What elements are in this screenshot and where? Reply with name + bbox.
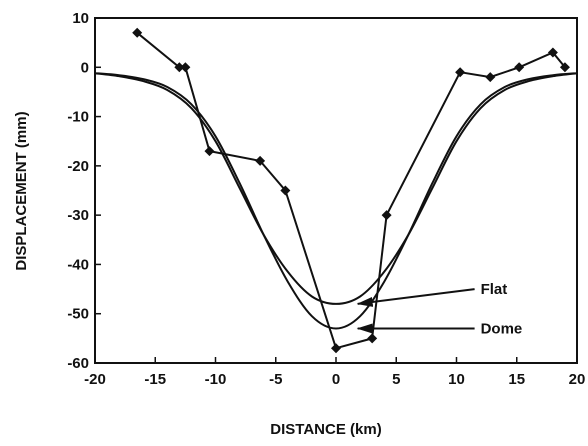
data-point [367, 333, 378, 344]
x-tick-label: 10 [448, 371, 465, 388]
data-point [180, 62, 191, 73]
x-tick-label: 5 [392, 371, 400, 388]
y-tick-label: -40 [67, 256, 89, 273]
data-point [485, 72, 496, 83]
y-tick-label: -20 [67, 158, 89, 175]
y-tick-label: -30 [67, 207, 89, 224]
annotation-arrow [356, 288, 475, 307]
y-tick-label: -60 [67, 355, 89, 372]
annotation-label: Dome [481, 321, 523, 338]
y-tick-label: 10 [72, 10, 89, 27]
data-point [381, 210, 392, 221]
annotation-layer: Flat Dome [356, 281, 523, 338]
y-axis-title: DISPLACEMENT (mm) [13, 111, 30, 270]
data-point [331, 343, 341, 354]
data-point [174, 62, 185, 73]
plot-frame [94, 17, 578, 364]
x-axis-title: DISTANCE (km) [270, 421, 381, 438]
data-point [559, 62, 570, 73]
y-tick-label: 0 [81, 59, 89, 76]
x-tick-label: 0 [332, 371, 340, 388]
annotation-label: Flat [481, 281, 508, 298]
x-tick-label: -5 [269, 371, 282, 388]
x-tick-label: 20 [569, 371, 586, 388]
series-layer [94, 27, 578, 354]
data-point [547, 47, 558, 58]
x-axis-ticks: -20 -15 -10 -5 0 5 10 15 20 [84, 357, 585, 388]
y-axis-ticks: 10 0 -10 -20 -30 -40 -50 -60 [67, 10, 101, 372]
data-point [280, 185, 291, 196]
series-line-3 [94, 72, 578, 330]
data-point [255, 155, 266, 166]
data-point [132, 27, 143, 38]
y-tick-label: -50 [67, 306, 89, 323]
x-tick-label: -15 [144, 371, 166, 388]
data-point [204, 146, 215, 157]
series-line-2 [94, 72, 578, 305]
x-tick-label: 15 [508, 371, 525, 388]
y-tick-label: -10 [67, 109, 89, 126]
x-tick-label: -20 [84, 371, 106, 388]
x-tick-label: -10 [205, 371, 227, 388]
series-line-1 [136, 32, 566, 350]
data-point [455, 67, 466, 78]
data-point [514, 62, 525, 73]
